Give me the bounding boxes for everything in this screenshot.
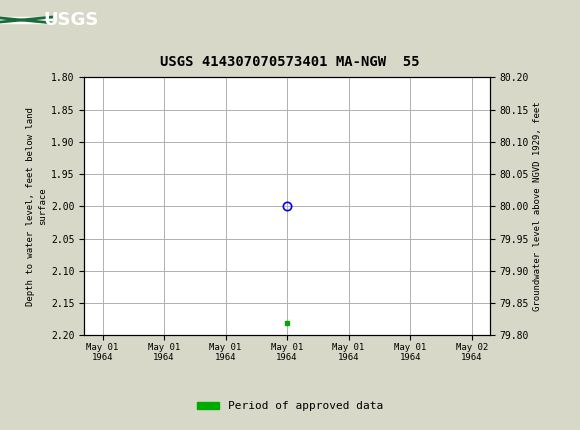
Legend: Period of approved data: Period of approved data <box>193 397 387 416</box>
FancyBboxPatch shape <box>0 17 52 23</box>
Y-axis label: Depth to water level, feet below land
surface: Depth to water level, feet below land su… <box>26 107 47 306</box>
Text: USGS 414307070573401 MA-NGW  55: USGS 414307070573401 MA-NGW 55 <box>160 55 420 69</box>
Text: USGS: USGS <box>44 11 99 29</box>
Y-axis label: Groundwater level above NGVD 1929, feet: Groundwater level above NGVD 1929, feet <box>534 101 542 311</box>
